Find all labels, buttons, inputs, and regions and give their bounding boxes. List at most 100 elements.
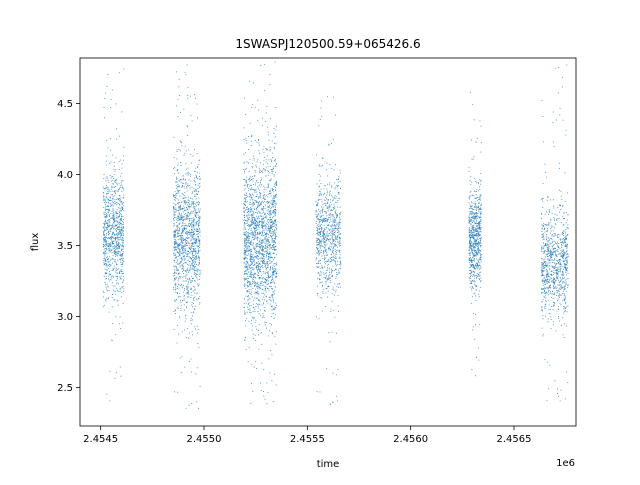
data-point [103, 188, 105, 190]
data-point [253, 248, 255, 250]
data-point [105, 202, 107, 204]
data-point [267, 227, 269, 229]
data-point [267, 271, 269, 273]
data-point [249, 273, 251, 275]
data-point [110, 259, 111, 261]
data-point [197, 220, 198, 222]
data-point [336, 374, 338, 376]
data-point [253, 260, 254, 262]
data-point [252, 306, 254, 308]
data-point [106, 266, 108, 268]
data-point [249, 244, 251, 245]
data-point [122, 322, 124, 324]
data-point [178, 190, 180, 192]
data-point [322, 231, 324, 233]
data-point [105, 278, 107, 280]
data-point [194, 280, 195, 282]
data-point [244, 241, 246, 243]
data-point [247, 299, 249, 300]
data-point [188, 229, 190, 231]
data-point [187, 237, 189, 239]
data-point [198, 407, 199, 409]
data-point [271, 281, 273, 283]
data-point [473, 220, 475, 222]
data-point [115, 231, 117, 233]
data-point [254, 221, 256, 223]
data-point [102, 244, 104, 246]
data-point [108, 272, 110, 274]
data-point [326, 169, 327, 171]
data-point [189, 267, 191, 269]
data-point [195, 253, 196, 255]
data-point [266, 187, 268, 189]
data-point [116, 290, 118, 291]
data-point [104, 97, 106, 99]
data-point [327, 202, 328, 204]
data-point [243, 245, 245, 246]
data-point [243, 262, 245, 264]
data-point [319, 231, 321, 233]
data-point [106, 215, 107, 217]
data-point [186, 285, 188, 287]
data-point [117, 244, 119, 246]
data-point [276, 228, 278, 229]
data-point [199, 385, 201, 387]
data-point [256, 201, 258, 203]
data-point [470, 261, 472, 263]
data-point [250, 255, 252, 257]
data-point [190, 243, 192, 245]
data-point [190, 174, 191, 176]
data-point [326, 288, 328, 290]
data-point [189, 213, 191, 215]
data-point [112, 276, 114, 278]
data-point [116, 235, 118, 237]
data-point [262, 313, 264, 315]
data-point [271, 173, 273, 175]
data-point [319, 228, 320, 230]
data-point [191, 254, 193, 256]
data-point [176, 176, 177, 178]
data-point [105, 205, 107, 207]
data-point [174, 217, 176, 218]
data-point [112, 179, 114, 181]
data-point [257, 251, 259, 253]
data-point [176, 251, 178, 253]
data-point [123, 288, 125, 290]
data-point [114, 193, 116, 195]
data-point [262, 245, 264, 247]
data-point [186, 214, 188, 216]
data-point [118, 233, 120, 235]
data-point [179, 238, 181, 240]
data-point [245, 260, 247, 262]
data-point [326, 162, 328, 164]
data-point [103, 202, 105, 203]
data-point [255, 200, 257, 202]
data-point [334, 197, 335, 199]
data-point [267, 170, 269, 172]
data-point [476, 238, 478, 240]
data-point [177, 227, 179, 229]
data-point [250, 259, 252, 261]
data-point [335, 197, 337, 199]
data-point [319, 232, 320, 233]
data-point [473, 220, 475, 222]
data-point [320, 252, 322, 253]
data-point [252, 318, 254, 320]
data-point [176, 151, 178, 152]
data-point [254, 317, 255, 319]
data-point [243, 251, 245, 253]
data-point [480, 239, 482, 241]
data-point [324, 263, 326, 265]
data-point [260, 266, 262, 267]
data-point [114, 249, 116, 251]
data-point [252, 210, 254, 212]
data-point [331, 272, 333, 274]
data-point [319, 253, 321, 255]
data-point [325, 275, 327, 277]
data-point [112, 199, 114, 201]
data-point [318, 235, 320, 237]
data-point [120, 270, 122, 272]
data-point [259, 299, 261, 301]
data-point [255, 284, 257, 286]
data-point [113, 244, 115, 246]
